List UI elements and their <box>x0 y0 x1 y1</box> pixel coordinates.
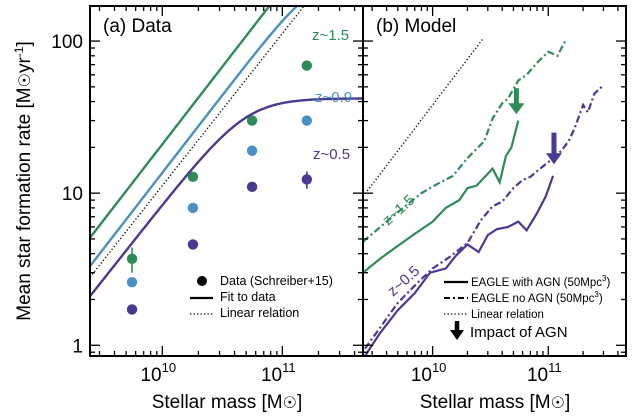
data-point <box>187 202 199 214</box>
series-label: z~0.5 <box>313 146 350 163</box>
data-point <box>301 115 313 126</box>
y-tick-label: 100 <box>51 32 83 53</box>
fit-curve-z-0-9 <box>90 6 299 267</box>
model-line-0 <box>363 120 520 274</box>
data-point <box>301 174 313 185</box>
x-tick-label: 1011 <box>261 360 296 386</box>
fit-curve-z-0-5 <box>90 97 363 298</box>
series-label: z~1.5 <box>379 191 418 228</box>
data-point <box>126 253 138 265</box>
legend-label: Linear relation <box>220 306 299 320</box>
axes-frame-b <box>362 5 627 357</box>
legend-data-marker <box>197 276 207 286</box>
data-point <box>246 145 258 156</box>
legend-label: Linear relation <box>471 309 544 321</box>
x-tick-label: 1010 <box>140 360 176 386</box>
data-point <box>126 276 138 288</box>
x-tick-label: 1011 <box>527 360 562 386</box>
fit-curve-z-1-5 <box>90 6 271 239</box>
y-axis-label: Mean star formation rate [M☉yr-1] <box>12 41 35 321</box>
y-tick-label: 1 <box>72 336 83 357</box>
agn-arrow-head <box>545 153 562 165</box>
series-label: z~0.5 <box>384 262 423 299</box>
data-point <box>246 181 258 193</box>
data-point <box>301 60 313 71</box>
model-line-3 <box>364 86 603 350</box>
series-label: z~1.5 <box>312 27 349 44</box>
legend-label: Impact of AGN <box>470 324 568 341</box>
x-tick-label: 1010 <box>411 360 447 386</box>
legend-arrow-icon <box>450 330 464 340</box>
data-point <box>187 171 199 183</box>
model-line-2 <box>364 175 555 356</box>
legend-label: Data (Schreiber+15) <box>220 274 333 288</box>
x-axis-label-b: Stellar mass [M☉] <box>420 392 571 413</box>
panel-a-legend: Data (Schreiber+15) Fit to data Linear rel… <box>190 274 333 320</box>
panel-a-title: (a) Data <box>103 16 172 37</box>
y-tick-label: 10 <box>62 184 83 205</box>
x-axis-label-a: Stellar mass [M☉] <box>152 392 303 413</box>
agn-arrow-head <box>508 103 525 115</box>
model-line-1 <box>363 40 567 243</box>
panel-b-legend: EAGLE with AGN (50Mpc3)EAGLE no AGN (50M… <box>444 274 610 341</box>
panel-a-data: z~1.5 z~0.9 z~0.5 1010 1011 1 10 100 (a) Data D… <box>51 5 364 386</box>
data-point <box>187 239 199 250</box>
data-point <box>246 115 258 126</box>
series-label: z~0.9 <box>315 89 352 106</box>
panel-b-title: (b) Model <box>376 16 456 37</box>
data-point <box>126 304 138 315</box>
panel-b-model: z~1.5 z~0.5 1010 1011 (b) Model EAGLE with … <box>362 5 627 386</box>
legend-label: EAGLE no AGN (50Mpc3) <box>471 290 603 305</box>
linear-relation-line-b <box>363 38 484 197</box>
legend-label: EAGLE with AGN (50Mpc3) <box>471 274 610 289</box>
legend-label: Fit to data <box>220 290 276 304</box>
